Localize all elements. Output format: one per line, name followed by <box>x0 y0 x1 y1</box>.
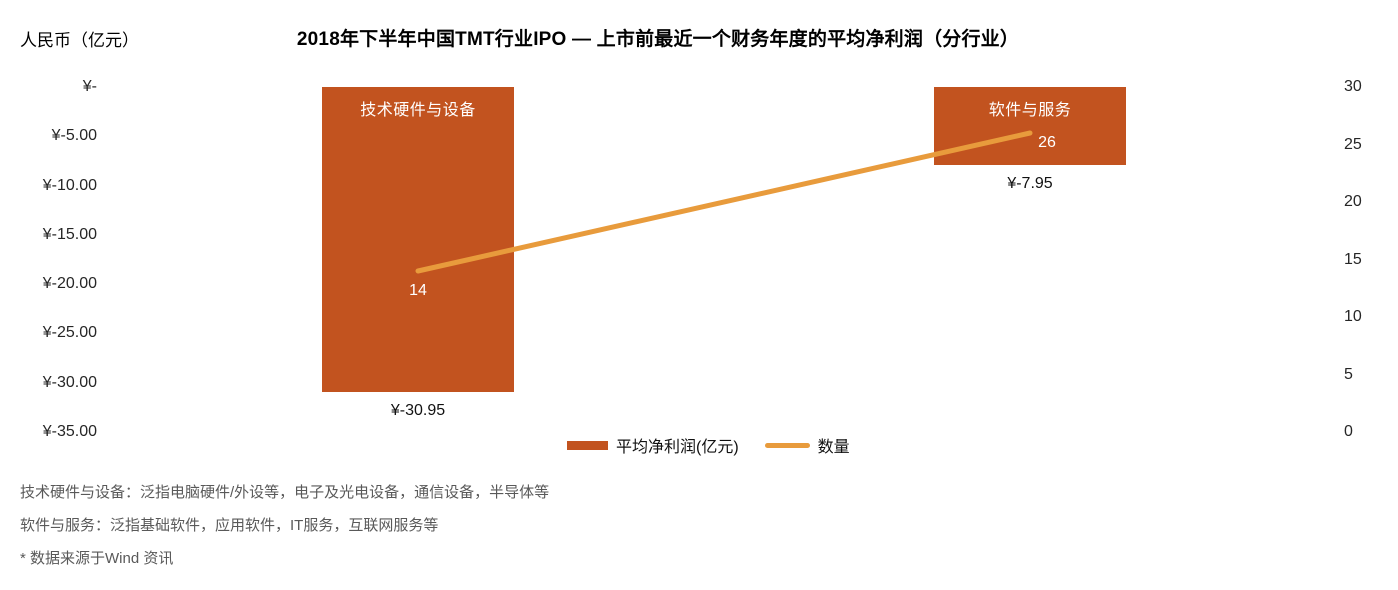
line-legend-label: 数量 <box>817 439 850 456</box>
left-axis-tick: ¥-20.00 <box>42 275 97 293</box>
footnote-line: * 数据来源于Wind 资讯 <box>20 550 174 567</box>
left-axis-tick: ¥-5.00 <box>51 127 97 145</box>
y-axis-title: 人民币（亿元） <box>20 31 139 50</box>
left-axis-tick: ¥-25.00 <box>42 324 97 342</box>
right-axis-tick: 25 <box>1344 135 1362 153</box>
chart-title: 2018年下半年中国TMT行业IPO — 上市前最近一个财务年度的平均净利润（分… <box>296 29 1020 50</box>
bar-legend-swatch-icon <box>567 440 608 450</box>
right-axis-tick: 20 <box>1344 193 1362 210</box>
left-axis-tick: ¥-35.00 <box>42 423 97 440</box>
footnote-line: 软件与服务：泛指基础软件，应用软件，IT服务，互联网服务等 <box>20 517 439 534</box>
left-axis-tick: ¥- <box>82 78 97 95</box>
bar-legend-label: 平均净利润(亿元) <box>616 439 739 456</box>
bar: 技术硬件与设备 <box>322 87 514 393</box>
left-axis-tick: ¥-10.00 <box>42 176 97 194</box>
bar-category-label: 技术硬件与设备 <box>360 102 476 119</box>
bar-value-label: ¥-30.95 <box>390 402 446 420</box>
legend: 平均净利润(亿元) 数量 <box>567 436 850 456</box>
right-axis-tick: 10 <box>1344 308 1362 325</box>
left-axis-tick: ¥-30.00 <box>42 373 97 391</box>
bar: 软件与服务 <box>934 87 1126 166</box>
bar-category-label: 软件与服务 <box>988 102 1072 119</box>
right-axis-tick: 5 <box>1344 365 1353 383</box>
line-legend-swatch-icon <box>764 442 810 448</box>
right-axis-tick: 0 <box>1344 423 1353 440</box>
footnote-line: 技术硬件与设备：泛指电脑硬件/外设等，电子及光电设备，通信设备，半导体等 <box>20 484 550 501</box>
right-axis-tick: 15 <box>1344 250 1362 268</box>
left-axis-tick: ¥-15.00 <box>42 225 97 243</box>
bar-value-label: ¥-7.95 <box>1007 175 1053 193</box>
right-axis-tick: 30 <box>1344 78 1362 95</box>
